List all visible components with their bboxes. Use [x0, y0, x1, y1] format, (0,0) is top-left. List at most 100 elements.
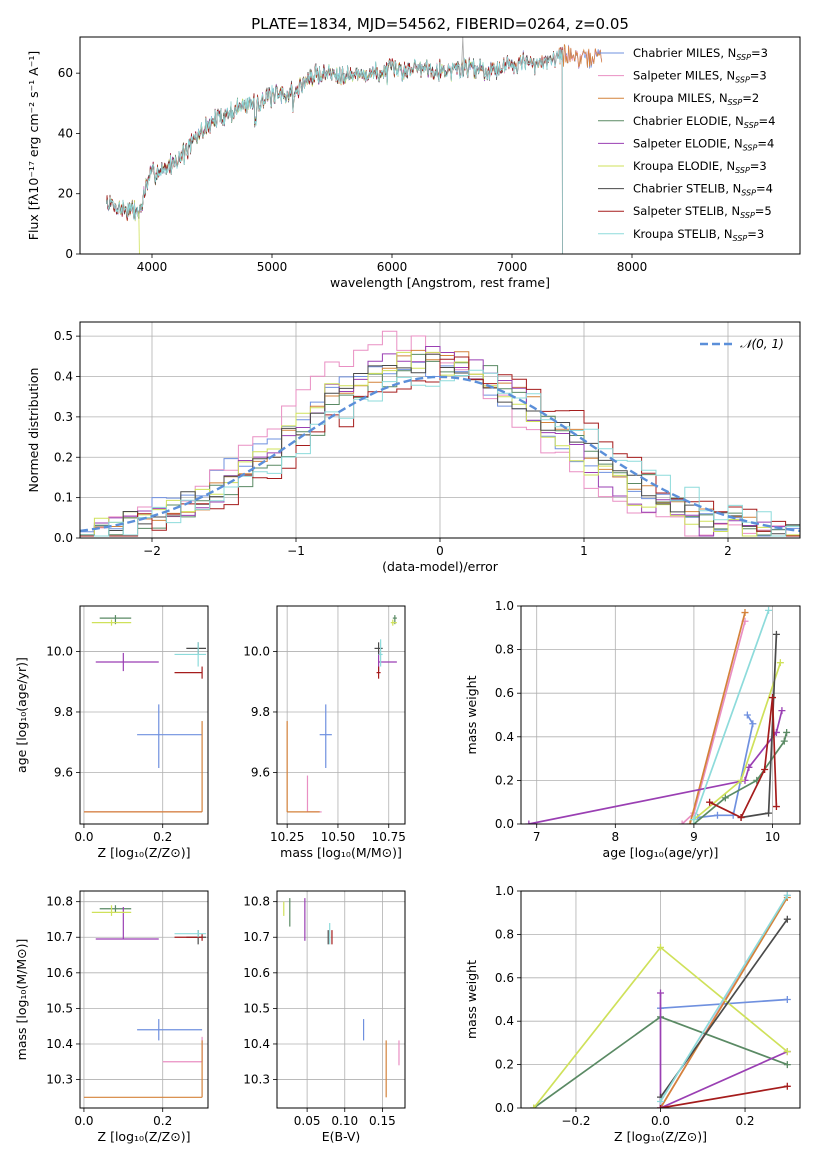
legend-entry-subscript: SSP — [743, 143, 758, 152]
x-tick-label: 1 — [580, 544, 588, 558]
x-tick-label: 6000 — [377, 260, 408, 274]
x-tick-label: 0.05 — [294, 1114, 321, 1128]
weight-marker — [783, 728, 791, 736]
legend-entry-subscript: SSP — [740, 211, 755, 220]
data-point — [174, 933, 203, 941]
y-tick-label: 10.7 — [46, 930, 73, 944]
weight-marker — [525, 820, 533, 824]
chart-mass-vs-Z: 0.0 0.2 10.3 10.4 10.5 10.6 10.7 10.8 Z [log₁₀(Z… — [14, 890, 209, 1144]
data-point — [162, 1036, 203, 1063]
plot-area — [525, 606, 791, 824]
y-tick-label: 0.8 — [495, 927, 514, 941]
spectrum-series-line — [106, 58, 487, 219]
weight-marker — [678, 820, 686, 824]
legend-entry-label: Kroupa ELODIE, N — [633, 159, 735, 173]
weight-marker — [761, 766, 769, 773]
legend-entry: Salpeter MILES, NSSP=3 — [633, 69, 767, 85]
y-axis-label: mass [log₁₀(M/M⊙)] — [14, 939, 29, 1061]
chart-mass-vs-EBV: 0.05 0.10 0.15 10.3 10.4 10.5 10.6 10.7 10.8 E(B-… — [243, 890, 406, 1144]
legend-entry-count: =4 — [756, 182, 773, 196]
weight-marker — [530, 1104, 538, 1108]
y-tick-label: 10.0 — [46, 644, 73, 658]
x-tick-label: 10 — [765, 830, 780, 844]
legend-entry-label: Chabrier MILES, N — [633, 46, 736, 60]
x-tick-label: 8000 — [617, 260, 648, 274]
weight-series-line — [659, 897, 789, 1108]
y-tick-label: 0.2 — [495, 773, 514, 787]
x-tick-label: 10.50 — [321, 830, 355, 844]
plot-area — [83, 905, 207, 1098]
y-tick-label: 10.7 — [243, 930, 270, 944]
x-tick-label: 0.2 — [153, 830, 172, 844]
x-axis-label: Z [log₁₀(Z/Z⊙)] — [98, 845, 191, 860]
data-point — [377, 649, 397, 672]
y-tick-label: 0.4 — [54, 370, 73, 384]
y-tick-label: 0.5 — [54, 329, 73, 343]
legend-entry-label: Salpeter MILES, N — [633, 69, 735, 83]
x-tick-label: 0.0 — [651, 1114, 670, 1128]
weight-marker — [657, 943, 664, 951]
spectrum-series-line — [106, 49, 563, 254]
legend-entry-label: Kroupa MILES, N — [633, 91, 728, 105]
weight-series-line — [659, 993, 788, 1108]
spectrum-series-line — [106, 44, 603, 222]
x-tick-label: 4000 — [137, 260, 168, 274]
y-axis-label: Normed distribution — [26, 368, 41, 493]
spectrum-series-line — [106, 44, 603, 220]
weight-marker — [783, 915, 791, 923]
chart-age-vs-mass: 10.25 10.50 10.75 9.6 9.8 10.0 mass [log₁₀(M/M… — [243, 605, 406, 860]
legend-entry-subscript: SSP — [735, 76, 750, 85]
legend-entry-subscript: SSP — [744, 121, 759, 130]
y-tick-label: 0.4 — [495, 1014, 514, 1028]
y-tick-label: 10.3 — [243, 1073, 270, 1087]
data-point — [286, 721, 320, 813]
x-tick-label: −2 — [143, 544, 161, 558]
chart-spectrum: 4000 5000 6000 7000 8000 0 20 40 60 wavelength [A… — [26, 36, 801, 290]
legend-entry-count: =3 — [750, 159, 767, 173]
legend-entry-count: =3 — [747, 227, 764, 241]
y-tick-label: 9.6 — [54, 766, 73, 780]
x-tick-label: −1 — [287, 544, 305, 558]
data-point — [374, 642, 383, 655]
data-point — [319, 704, 332, 768]
legend-entry-subscript: SSP — [735, 166, 750, 175]
data-point — [91, 619, 132, 626]
spectrum-series-line — [106, 57, 487, 220]
legend-entry: Kroupa ELODIE, NSSP=3 — [633, 159, 767, 175]
axes-frame — [79, 321, 801, 539]
x-tick-label: 5000 — [257, 260, 288, 274]
x-axis-label: (data-model)/error — [382, 559, 499, 574]
y-tick-label: 10.8 — [243, 895, 270, 909]
data-point — [306, 775, 322, 813]
x-tick-label: 0.2 — [153, 1114, 172, 1128]
legend-entry: 𝒩(0, 1) — [740, 337, 784, 351]
y-tick-label: 0.2 — [495, 1058, 514, 1072]
x-tick-label: 0.0 — [74, 1114, 93, 1128]
y-tick-label: 0.0 — [495, 817, 514, 831]
x-tick-label: 0 — [436, 544, 444, 558]
y-tick-label: 9.8 — [54, 705, 73, 719]
y-tick-label: 10.3 — [46, 1073, 73, 1087]
data-point — [378, 639, 383, 667]
legend-entry-label: Salpeter ELODIE, N — [633, 136, 743, 150]
weight-marker — [772, 630, 780, 638]
plot-area — [530, 891, 791, 1108]
axes-frame — [276, 890, 406, 1109]
axes-frame — [79, 890, 209, 1109]
plot-area — [283, 898, 400, 1098]
y-tick-label: 10.0 — [243, 644, 270, 658]
y-tick-label: 0.8 — [495, 643, 514, 657]
y-tick-label: 0.3 — [54, 410, 73, 424]
plot-area — [83, 615, 207, 813]
x-tick-label: 7000 — [497, 260, 528, 274]
weight-marker — [780, 737, 788, 745]
gridlines — [277, 606, 405, 824]
data-point — [174, 930, 207, 938]
normal-reference-curve — [80, 375, 800, 533]
legend-entry: Kroupa STELIB, NSSP=3 — [633, 227, 764, 243]
y-axis-label: age [log₁₀(age/yr)] — [14, 657, 29, 773]
plot-area — [80, 330, 800, 537]
x-tick-label: 7 — [533, 830, 541, 844]
weight-marker — [721, 794, 729, 802]
